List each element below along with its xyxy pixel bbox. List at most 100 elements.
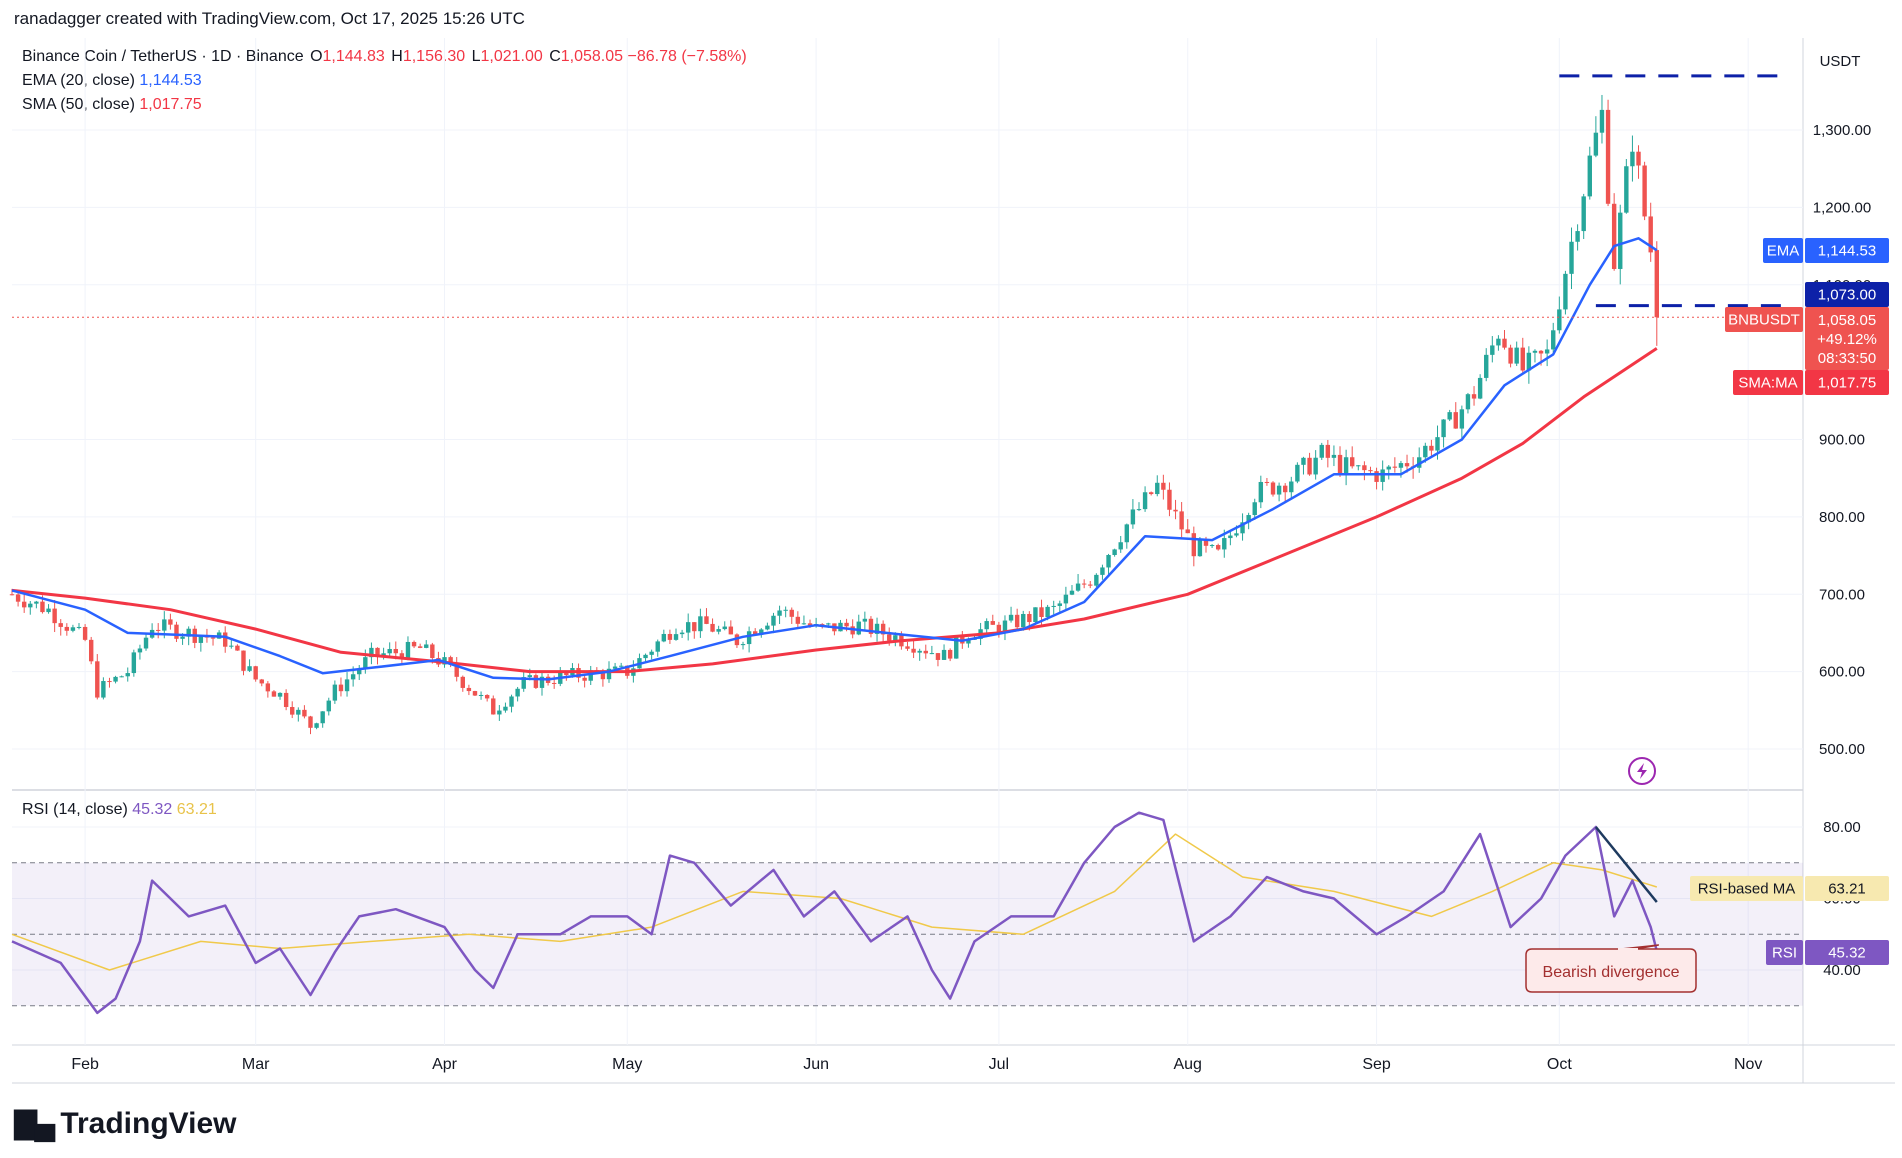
time-tick-label: Feb: [71, 1056, 99, 1073]
rsi-band-layer: [12, 862, 1803, 1007]
high-label: H: [391, 48, 403, 65]
candle-body: [1593, 132, 1599, 156]
candle-body: [338, 684, 344, 692]
candle-body: [771, 615, 776, 626]
candle-body: [753, 631, 758, 635]
candle-body: [454, 664, 459, 677]
sma-tag-bg: [1733, 370, 1803, 395]
candle-body: [1423, 445, 1428, 458]
candle-body: [1599, 109, 1605, 133]
candle-body: [143, 637, 149, 649]
close-label: C: [549, 48, 561, 65]
candle-body: [15, 594, 21, 602]
symbol-title[interactable]: Binance Coin / TetherUS · 1D · Binance: [22, 48, 304, 65]
candle-body: [1161, 482, 1166, 490]
rsi-ma-value: 63.21: [176, 801, 217, 818]
candle-body: [1490, 345, 1495, 355]
tradingview-logo[interactable]: ▇▄ TradingView: [14, 1106, 237, 1141]
candle-body: [1313, 457, 1318, 475]
candle-body: [722, 626, 727, 630]
time-tick-label: Mar: [242, 1056, 270, 1073]
candle-body: [1142, 492, 1148, 510]
candle-body: [253, 666, 258, 680]
candle-body: [229, 645, 234, 647]
price-unit-label[interactable]: USDT: [1820, 53, 1861, 70]
candle-body: [887, 634, 892, 641]
low-label: L: [471, 48, 481, 65]
candle-body: [1075, 583, 1081, 591]
candle-body: [58, 623, 63, 627]
candle-body: [1520, 347, 1525, 371]
candle-body: [1307, 457, 1312, 475]
candle-body: [527, 675, 533, 678]
sma-value-tag-bg: [1805, 370, 1889, 395]
ma-layer: [11, 237, 1803, 681]
open-value: 1,144.83: [322, 48, 385, 65]
rsi-ma-tag: RSI-based MA: [1698, 881, 1796, 898]
candle-body: [844, 622, 849, 627]
price-tick-label: 1,200.00: [1813, 199, 1871, 216]
candle-body: [186, 628, 191, 637]
rsi-legend[interactable]: RSI (14, close) 45.32 63.21: [22, 801, 217, 819]
candle-body: [1185, 529, 1190, 534]
candle-body: [1240, 522, 1245, 534]
candle-body: [344, 679, 350, 692]
candle-body: [582, 677, 587, 681]
ema-legend[interactable]: EMA (20, close) 1,144.53: [22, 72, 202, 90]
candle-body: [302, 709, 307, 717]
candle-body: [1459, 409, 1465, 429]
candle-body: [308, 716, 313, 728]
candle-body: [826, 623, 831, 625]
candle-body: [478, 694, 484, 696]
candle-body: [1124, 524, 1130, 543]
ema-value: 1,144.53: [139, 72, 202, 89]
candle-body: [1654, 250, 1659, 318]
candle-body: [1094, 574, 1099, 586]
alert-lightning-icon[interactable]: [1628, 757, 1656, 785]
candle-body: [70, 627, 76, 631]
candle-body: [156, 629, 161, 631]
candle-body: [1173, 509, 1178, 512]
candle-body: [1276, 485, 1282, 495]
candle-body: [290, 707, 295, 715]
candle-body: [1605, 109, 1611, 204]
candle-body: [1429, 445, 1434, 451]
open-label: O: [310, 48, 323, 65]
price-tick-label: 800.00: [1819, 509, 1865, 526]
candle-body: [856, 621, 861, 635]
chart-canvas[interactable]: Bearish divergence USDT 1,300.00 1,200.00…: [0, 0, 1902, 1090]
candle-body: [1538, 350, 1544, 354]
tradingview-logo-icon: ▇▄: [14, 1107, 55, 1140]
candle-body: [655, 641, 660, 652]
candle-body: [1264, 481, 1270, 483]
candle-body: [277, 692, 283, 697]
ema-tag-bg: [1763, 238, 1803, 263]
candle-body: [551, 682, 557, 684]
candle-body: [1563, 273, 1568, 310]
candle-body: [612, 666, 618, 669]
candle-body: [411, 641, 417, 647]
high-value: 1,156.30: [402, 48, 466, 65]
candle-body: [868, 618, 874, 634]
candle-body: [1380, 469, 1385, 482]
candle-body: [1021, 613, 1026, 628]
candle-body: [283, 692, 289, 708]
candle-body: [1319, 444, 1324, 458]
candle-body: [375, 647, 380, 657]
candle-body: [1027, 613, 1032, 623]
candle-body: [64, 626, 70, 631]
candle-body: [1447, 412, 1452, 420]
candle-body: [509, 696, 514, 707]
candle-body: [1155, 482, 1160, 495]
annotation-text[interactable]: Bearish divergence: [1543, 964, 1680, 981]
candle-body: [326, 700, 331, 712]
last-change-value: +49.12%: [1817, 331, 1877, 348]
candle-body: [685, 622, 691, 633]
sma-legend[interactable]: SMA (50, close) 1,017.75: [22, 96, 202, 114]
candle-body: [1209, 545, 1215, 547]
candle-body: [363, 657, 368, 670]
candle-body: [387, 648, 392, 654]
candle-body: [247, 666, 252, 671]
rsi-value-tag-bg: [1805, 940, 1889, 965]
time-tick-label: Sep: [1362, 1056, 1391, 1073]
